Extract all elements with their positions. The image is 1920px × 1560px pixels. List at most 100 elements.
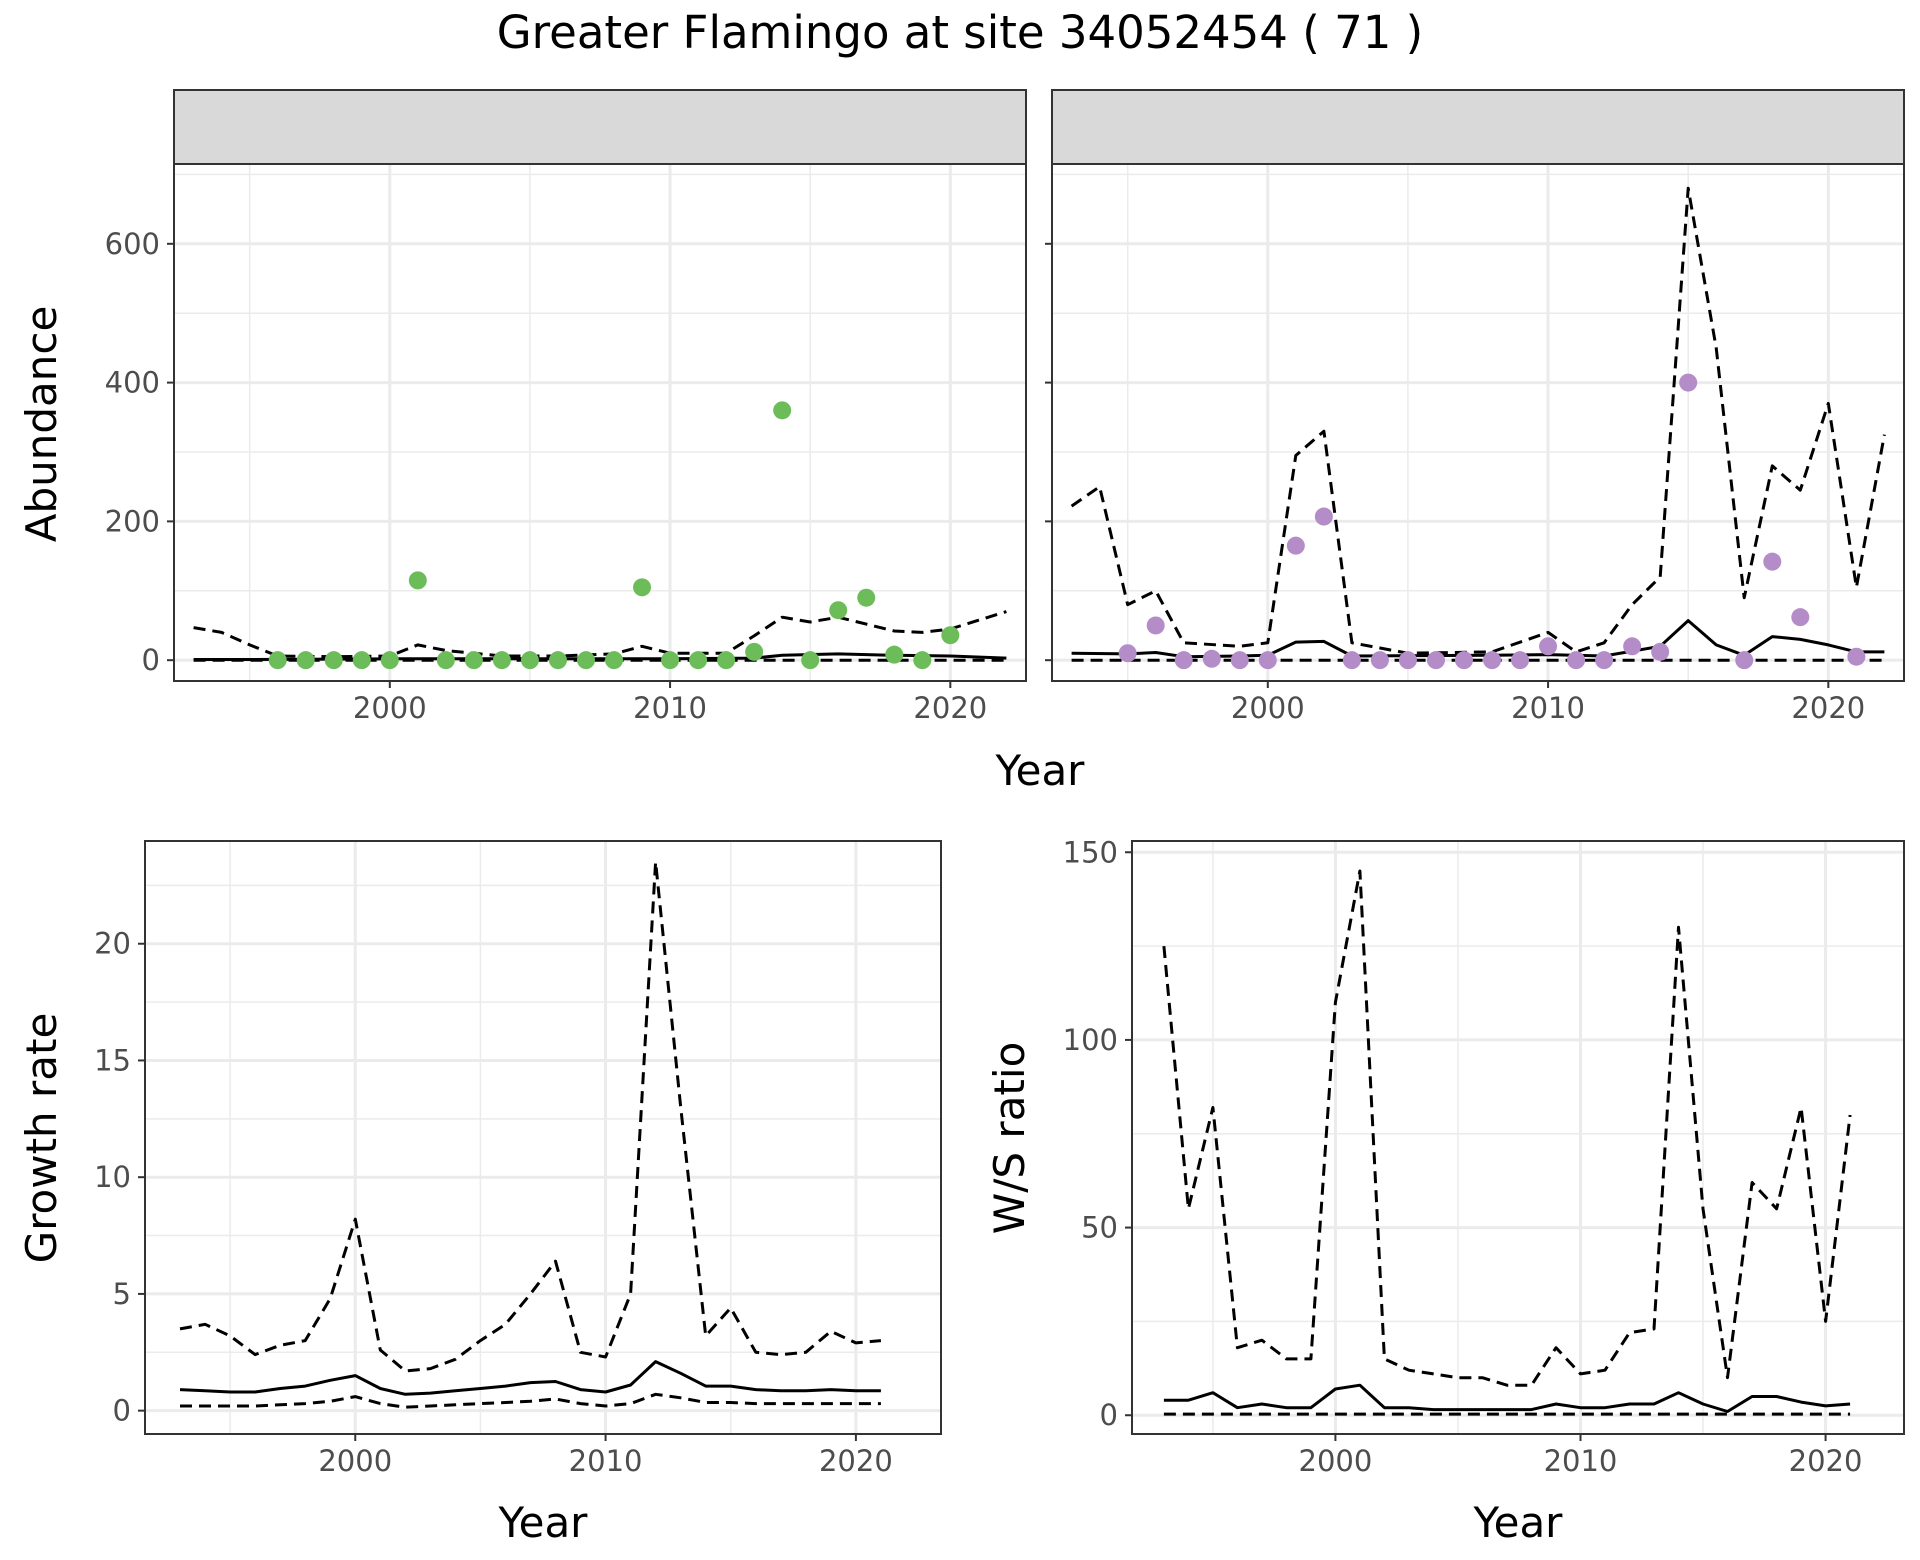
ws-xaxis-title: Year	[1473, 1498, 1564, 1547]
winter-background	[1052, 164, 1904, 681]
summer-x-tick-label: 2020	[913, 691, 987, 725]
winter-data-point	[1651, 642, 1670, 661]
summer-x-tick-label: 2010	[633, 691, 707, 725]
winter-data-point	[1763, 552, 1782, 571]
winter-data-point	[1398, 651, 1417, 670]
winter-data-point	[1791, 608, 1810, 627]
summer-data-point	[829, 601, 848, 620]
summer-data-point	[745, 642, 764, 661]
summer-background	[174, 164, 1026, 681]
ws-background	[1132, 841, 1904, 1434]
ws-x-tick-label: 2000	[1299, 1444, 1373, 1478]
growth-x-tick-label: 2010	[569, 1444, 643, 1478]
growth-panel: 2000 2010 2020 0 5 10 15 20	[94, 840, 942, 1478]
winter-data-point	[1679, 373, 1698, 392]
winter-data-point	[1230, 651, 1249, 670]
summer-data-point	[408, 571, 427, 590]
summer-data-point	[913, 651, 932, 670]
summer-data-point	[773, 401, 792, 420]
winter-data-point	[1174, 651, 1193, 670]
winter-data-point	[1286, 536, 1305, 555]
summer-data-point	[352, 651, 371, 670]
growth-y-tick-label: 20	[94, 927, 131, 961]
summer-data-point	[605, 651, 624, 670]
winter-data-point	[1258, 651, 1277, 670]
summer-data-point	[661, 651, 680, 670]
winter-data-point	[1735, 651, 1754, 670]
winter-strip	[1051, 89, 1905, 165]
summer-data-point	[492, 651, 511, 670]
winter-data-point	[1202, 649, 1221, 668]
summer-data-point	[268, 651, 287, 670]
top-xaxis-title: Year	[995, 746, 1086, 795]
summer-data-point	[689, 651, 708, 670]
winter-border	[1051, 163, 1905, 682]
ws-x-tick-label: 2010	[1544, 1444, 1618, 1478]
summer-data-point	[296, 651, 315, 670]
winter-data-point	[1118, 644, 1137, 663]
winter-data-point	[1454, 651, 1473, 670]
winter-data-point	[1539, 637, 1558, 656]
growth-y-tick-label: 0	[113, 1394, 131, 1428]
summer-data-point	[801, 651, 820, 670]
winter-data-point	[1146, 616, 1165, 635]
summer-border	[173, 163, 1027, 682]
winter-data-point	[1426, 651, 1445, 670]
summer-data-point	[717, 651, 736, 670]
summer-y-tick-label: 0	[142, 643, 160, 677]
growth-y-tick-label: 5	[113, 1277, 131, 1311]
winter-data-point	[1623, 637, 1642, 656]
growth-x-tick-label: 2020	[819, 1444, 893, 1478]
summer-data-point	[380, 651, 399, 670]
winter-x-tick-label: 2010	[1511, 691, 1585, 725]
growth-lower-line	[180, 1392, 881, 1409]
summer-data-point	[941, 626, 960, 645]
ws-x-tick-label: 2020	[1789, 1444, 1863, 1478]
summer-data-point	[324, 651, 343, 670]
ws-y-tick-label: 150	[1063, 835, 1118, 869]
winter-data-point	[1847, 647, 1866, 666]
winter-x-tick-label: 2020	[1791, 691, 1865, 725]
ws-y-tick-label: 0	[1100, 1398, 1118, 1432]
summer-data-point	[885, 645, 904, 664]
growth-y-tick-label: 10	[94, 1160, 131, 1194]
summer-data-point	[548, 651, 567, 670]
growth-estimate-line	[179, 1360, 881, 1396]
growth-background	[145, 841, 941, 1434]
winter-upper-line	[1070, 186, 1886, 655]
winter-x-tick-label: 2000	[1231, 691, 1305, 725]
ws-y-tick-label: 50	[1081, 1211, 1118, 1245]
winter-data-point	[1595, 651, 1614, 670]
summer-data-point	[633, 578, 652, 597]
summer-y-tick-label: 600	[105, 227, 160, 261]
top-yaxis-title: Abundance	[17, 306, 66, 543]
ws-estimate-line	[1163, 1383, 1851, 1413]
winter-data-point	[1342, 651, 1361, 670]
summer-panel: 2000 2010 2020 0 200 400 600	[105, 89, 1027, 725]
ws-yaxis-title: W/S ratio	[985, 1042, 1034, 1235]
winter-panel: 2000 2010 2020	[1045, 89, 1905, 725]
summer-data-point	[520, 651, 539, 670]
growth-x-tick-label: 2000	[318, 1444, 392, 1478]
summer-y-tick-label: 400	[105, 366, 160, 400]
ws-upper-line	[1162, 869, 1852, 1387]
winter-data-point	[1483, 651, 1502, 670]
summer-upper-line	[193, 610, 1007, 659]
ws-y-tick-label: 100	[1063, 1023, 1118, 1057]
winter-data-point	[1370, 651, 1389, 670]
winter-data-point	[1567, 651, 1586, 670]
figure-title: Greater Flamingo at site 34052454 ( 71 )	[497, 6, 1423, 59]
ws-panel: 2000 2010 2020 0 50 100 150	[1063, 835, 1905, 1478]
growth-border	[144, 840, 942, 1435]
summer-data-point	[464, 651, 483, 670]
summer-y-tick-label: 200	[105, 504, 160, 538]
growth-y-tick-label: 15	[94, 1043, 131, 1077]
growth-xaxis-title: Year	[498, 1498, 589, 1547]
winter-data-point	[1511, 651, 1530, 670]
summer-data-point	[576, 651, 595, 670]
summer-data-point	[436, 651, 455, 670]
winter-data-point	[1314, 507, 1333, 526]
summer-strip	[173, 89, 1027, 165]
